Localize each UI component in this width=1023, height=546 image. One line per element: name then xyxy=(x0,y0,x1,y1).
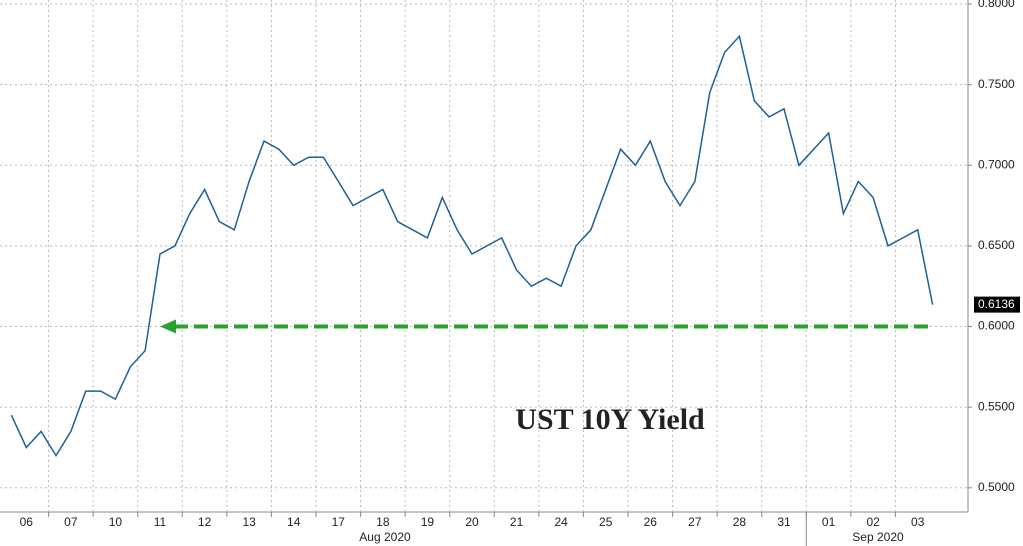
x-tick-label: 13 xyxy=(242,515,256,529)
x-tick-label: 26 xyxy=(644,515,658,529)
x-group-label: Aug 2020 xyxy=(359,530,411,544)
y-tick-label: 0.6500 xyxy=(978,238,1015,252)
annotation: UST 10Y Yield xyxy=(515,403,705,436)
x-tick-label: 20 xyxy=(465,515,479,529)
x-group-label: Sep 2020 xyxy=(852,530,904,544)
x-tick-label: 07 xyxy=(64,515,78,529)
x-tick-label: 28 xyxy=(733,515,747,529)
x-tick-label: 10 xyxy=(109,515,123,529)
x-tick-label: 01 xyxy=(822,515,836,529)
last-value-box xyxy=(974,296,1020,313)
x-tick-label: 19 xyxy=(421,515,435,529)
x-tick-label: 02 xyxy=(866,515,880,529)
y-tick-label: 0.6000 xyxy=(978,319,1015,333)
x-tick-label: 06 xyxy=(20,515,34,529)
x-tick-label: 27 xyxy=(688,515,702,529)
y-tick-label: 0.8000 xyxy=(978,0,1015,10)
y-tick-label: 0.7500 xyxy=(978,77,1015,91)
x-tick-label: 21 xyxy=(510,515,524,529)
x-tick-label: 25 xyxy=(599,515,613,529)
x-tick-label: 03 xyxy=(911,515,925,529)
x-tick-label: 18 xyxy=(376,515,390,529)
y-tick-label: 0.7000 xyxy=(978,157,1015,171)
x-tick-label: 12 xyxy=(198,515,212,529)
x-tick-label: 11 xyxy=(154,515,167,529)
x-tick-label: 14 xyxy=(287,515,301,529)
reference-arrow xyxy=(160,319,176,334)
x-tick-label: 24 xyxy=(554,515,568,529)
series-line xyxy=(10,34,934,458)
y-tick-label: 0.5500 xyxy=(978,399,1015,413)
x-tick-label: 17 xyxy=(332,515,346,529)
last-value-label: 0.6136 xyxy=(978,297,1015,311)
x-tick-label: 31 xyxy=(777,515,791,529)
y-tick-label: 0.5000 xyxy=(978,480,1015,494)
